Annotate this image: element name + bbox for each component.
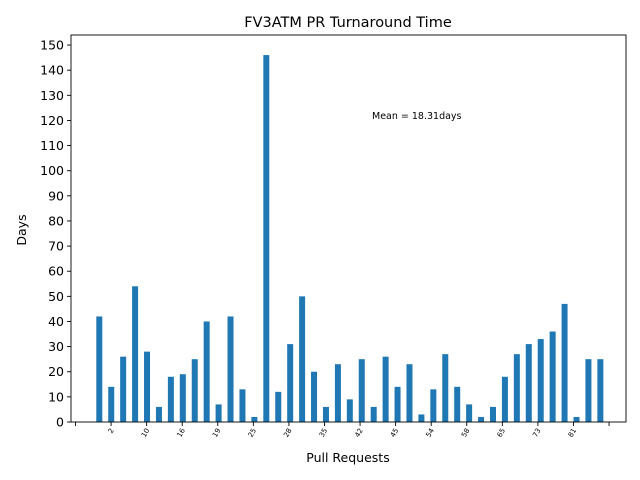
y-axis: 0 10 20 30 40 50 60 70 80 90 100 110 120 130 140 150	[40, 38, 71, 430]
bar	[597, 359, 604, 422]
bar	[442, 354, 449, 422]
bar	[358, 359, 365, 422]
x-tick-label: 19	[211, 427, 222, 439]
bar	[466, 404, 473, 422]
y-tick-label: 20	[48, 364, 64, 379]
bar	[478, 416, 485, 422]
y-tick-label: 50	[48, 289, 64, 304]
x-tick-label: 42	[353, 427, 364, 439]
y-tick-label: 100	[40, 163, 64, 178]
bar	[573, 416, 580, 422]
bar	[322, 406, 329, 422]
bar	[239, 389, 246, 422]
bar	[120, 356, 127, 422]
x-tick-label: 35	[318, 427, 329, 439]
chart-title: FV3ATM PR Turnaround Time	[244, 15, 452, 31]
bar	[96, 316, 103, 422]
y-tick-label: 40	[48, 314, 64, 329]
bar	[108, 386, 115, 422]
y-tick-label: 130	[40, 88, 64, 103]
y-tick-label: 90	[48, 188, 64, 203]
bar	[537, 339, 544, 422]
x-tick-label: 81	[567, 427, 578, 439]
bar	[191, 359, 198, 422]
y-tick-label: 30	[48, 339, 64, 354]
bar	[561, 303, 568, 422]
bar	[215, 404, 222, 422]
x-tick-label: 28	[282, 427, 293, 439]
x-tick-label: 73	[531, 427, 542, 439]
bar	[132, 286, 139, 422]
y-tick-label: 120	[40, 113, 64, 128]
bar	[144, 351, 151, 422]
bar	[585, 359, 592, 422]
bar	[299, 296, 306, 422]
x-axis-label: Pull Requests	[306, 450, 389, 465]
bar	[489, 406, 496, 422]
bar	[382, 356, 389, 422]
mean-annotation: Mean = 18.31days	[372, 111, 462, 122]
y-tick-label: 0	[56, 415, 64, 430]
y-axis-label: Days	[14, 214, 29, 245]
bar	[334, 364, 341, 422]
bar	[394, 386, 401, 422]
bar	[263, 55, 270, 422]
bar	[406, 364, 413, 422]
bar	[203, 321, 210, 422]
bar	[167, 376, 174, 422]
x-tick-label: 16	[176, 427, 188, 439]
plot-frame	[70, 34, 627, 423]
y-tick-label: 140	[40, 63, 64, 78]
bar	[430, 389, 437, 422]
bar	[155, 406, 162, 422]
x-tick-label: 45	[389, 427, 400, 439]
bar	[501, 376, 508, 422]
y-tick-label: 60	[48, 264, 64, 279]
bar	[179, 374, 186, 422]
bar	[418, 414, 425, 422]
bar	[370, 406, 377, 422]
bar	[525, 344, 532, 422]
bar	[311, 371, 318, 422]
y-tick-label: 10	[48, 389, 64, 404]
x-tick-label: 2	[107, 427, 116, 435]
y-tick-label: 80	[48, 213, 64, 228]
bar	[454, 386, 461, 422]
x-axis: 2 10 16 19 25 28 35 42 45 54 58 65 73 81	[75, 422, 610, 439]
x-tick-label: 54	[425, 427, 437, 439]
bar	[287, 344, 294, 422]
bar	[227, 316, 234, 422]
bar	[513, 354, 520, 422]
y-tick-label: 150	[40, 38, 64, 53]
x-tick-label: 58	[460, 427, 471, 439]
bar	[251, 416, 258, 422]
x-tick-label: 10	[140, 427, 151, 439]
bar	[346, 399, 353, 422]
y-tick-label: 70	[48, 239, 64, 254]
bars-group	[96, 55, 604, 422]
y-tick-label: 110	[40, 138, 64, 153]
x-tick-label: 25	[247, 427, 258, 439]
bar	[275, 391, 282, 422]
x-tick-label: 65	[496, 427, 507, 439]
bar	[549, 331, 556, 422]
